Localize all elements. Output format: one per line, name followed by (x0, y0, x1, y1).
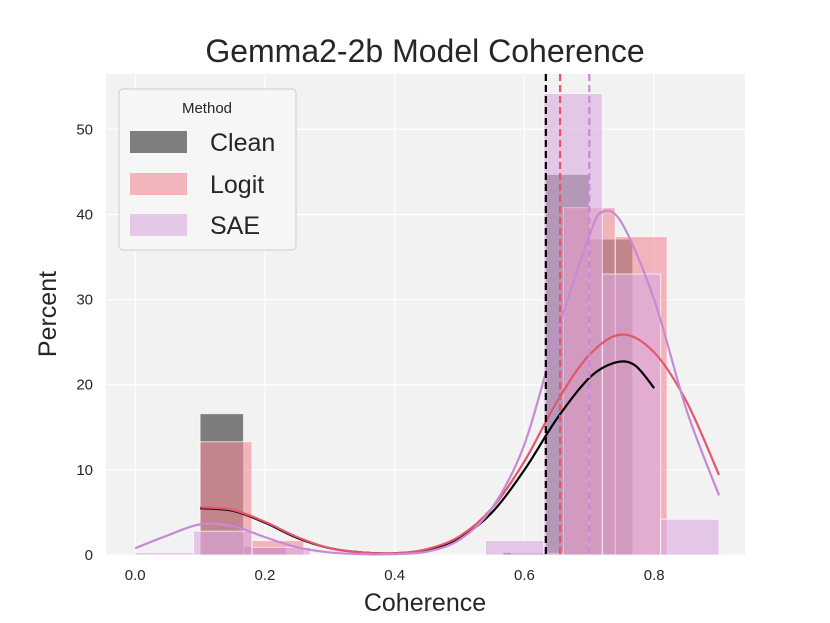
mean-lines (544, 74, 591, 555)
kde-sae (134, 209, 721, 556)
legend-swatch-sae (130, 214, 187, 236)
bar-sae-5 (601, 273, 662, 556)
legend-label-logit: Logit (210, 171, 264, 199)
histogram-bars (134, 93, 720, 556)
y-tick-label-2: 20 (76, 377, 93, 394)
kde-curves (134, 209, 721, 556)
x-axis-ticks: 0.0 0.2 0.4 0.6 0.8 (125, 567, 665, 584)
legend-title: Method (182, 100, 232, 117)
bar-sae-3 (485, 540, 545, 556)
y-axis-title: Percent (34, 271, 62, 357)
x-tick-label-3: 0.6 (514, 567, 535, 584)
legend-box (118, 88, 297, 251)
bar-sae-6 (660, 518, 720, 556)
y-tick-label-0: 0 (85, 547, 93, 564)
x-tick-label-0: 0.0 (125, 567, 146, 584)
y-tick-label-4: 40 (76, 206, 93, 223)
legend-swatch-logit (130, 173, 187, 195)
y-tick-label-3: 30 (76, 292, 93, 309)
bar-sae-4 (543, 93, 603, 556)
bar-sae-1 (193, 530, 253, 556)
legend-swatch-clean (130, 131, 187, 153)
bar-sae-0 (134, 551, 195, 556)
legend: Method Clean Logit SAE (118, 88, 297, 251)
y-tick-label-5: 50 (76, 121, 93, 138)
x-tick-label-4: 0.8 (644, 567, 665, 584)
legend-label-sae: SAE (210, 212, 260, 240)
y-tick-label-1: 10 (76, 462, 93, 479)
bar-sae-2 (251, 546, 311, 556)
y-axis-ticks: 0 10 20 30 40 50 (76, 121, 93, 564)
x-axis-title: Coherence (364, 589, 486, 617)
chart-title: Gemma2-2b Model Coherence (205, 33, 644, 69)
x-tick-label-2: 0.4 (384, 567, 405, 584)
kde-logit (199, 333, 721, 555)
x-tick-label-1: 0.2 (255, 567, 276, 584)
legend-label-clean: Clean (210, 129, 275, 157)
grid-lines (106, 74, 745, 556)
